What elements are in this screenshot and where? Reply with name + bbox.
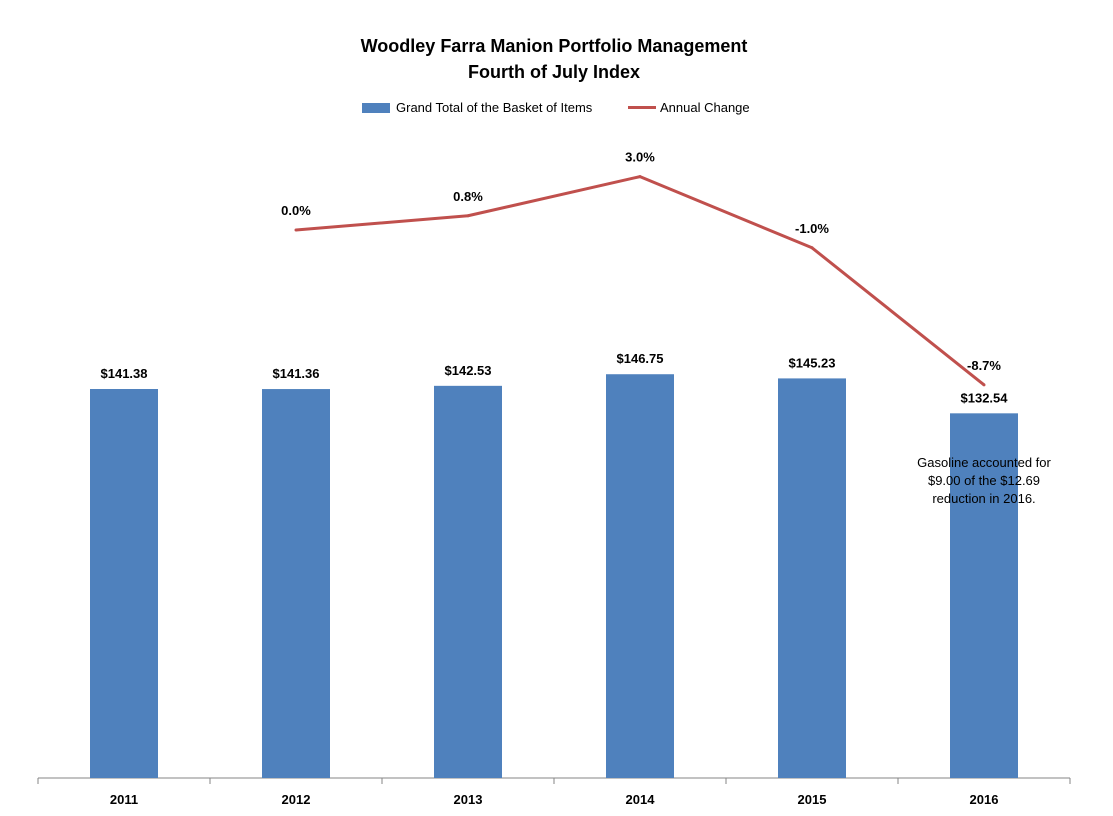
chart-subtitle: Fourth of July Index xyxy=(467,62,640,82)
legend-swatch-line xyxy=(628,106,656,109)
bar xyxy=(434,385,502,778)
line-value-label: -8.7% xyxy=(967,358,1001,373)
annotation-line: $9.00 of the $12.69 xyxy=(927,473,1041,488)
x-tick-label: 2011 xyxy=(110,792,138,807)
x-tick-label: 2014 xyxy=(626,792,656,807)
line-point xyxy=(810,246,814,250)
legend-swatch-bar xyxy=(362,102,390,113)
bar xyxy=(262,389,330,778)
line-value-label: -1.0% xyxy=(795,221,829,236)
line-point xyxy=(466,214,470,218)
x-tick-label: 2012 xyxy=(282,792,311,807)
legend: Grand Total of the Basket of Items Annua… xyxy=(0,100,1113,118)
bar xyxy=(90,389,158,778)
line-point xyxy=(982,383,986,387)
bar-value-label: $141.36 xyxy=(273,366,320,381)
bar-value-label: $145.23 xyxy=(789,355,836,370)
legend-label-bar: Grand Total of the Basket of Items xyxy=(396,100,593,115)
x-tick-label: 2013 xyxy=(454,792,483,807)
legend-item-line: Annual Change xyxy=(628,100,750,115)
bar xyxy=(778,378,846,778)
legend-label-line: Annual Change xyxy=(660,100,750,115)
line-point xyxy=(638,175,642,179)
legend-item-bar: Grand Total of the Basket of Items xyxy=(362,100,592,115)
chart-title: Woodley Farra Manion Portfolio Managemen… xyxy=(360,36,748,56)
line-point xyxy=(294,228,298,232)
x-tick-label: 2016 xyxy=(970,792,999,807)
bar-value-label: $142.53 xyxy=(445,363,492,378)
annotation: Gasoline accounted for $9.00 of the $12.… xyxy=(896,454,1072,508)
bar-value-label: $141.38 xyxy=(101,366,148,381)
line-value-label: 0.8% xyxy=(453,189,483,204)
bar xyxy=(606,374,674,778)
bar-value-label: $132.54 xyxy=(961,390,1009,405)
annotation-line: reduction in 2016. xyxy=(932,491,1036,506)
annotation-line: Gasoline accounted for xyxy=(917,455,1051,470)
x-tick-label: 2015 xyxy=(798,792,827,807)
line-value-label: 0.0% xyxy=(281,203,311,218)
bar xyxy=(950,413,1018,778)
line-value-label: 3.0% xyxy=(625,150,655,165)
bar-value-label: $146.75 xyxy=(617,351,664,366)
